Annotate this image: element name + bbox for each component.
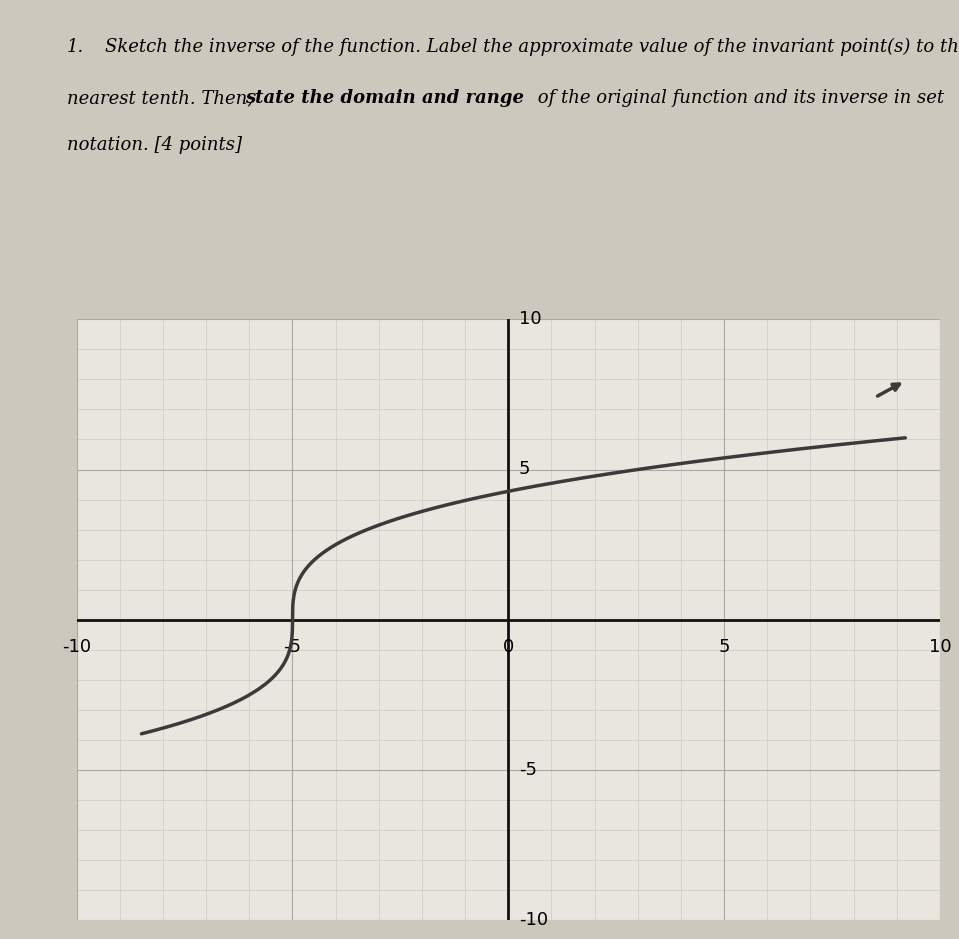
Text: 5: 5 — [519, 460, 530, 479]
Text: -5: -5 — [519, 761, 537, 779]
Text: of the original function and its inverse in set: of the original function and its inverse… — [532, 89, 945, 107]
Text: nearest tenth. Then,: nearest tenth. Then, — [67, 89, 259, 107]
Text: -10: -10 — [62, 638, 91, 655]
Text: -10: -10 — [519, 911, 549, 930]
Text: state the domain and range: state the domain and range — [245, 89, 524, 107]
Text: Sketch the inverse of the function. Label the approximate value of the invariant: Sketch the inverse of the function. Labe… — [105, 38, 959, 55]
Text: 10: 10 — [519, 310, 542, 329]
Text: 10: 10 — [928, 638, 951, 655]
Text: -5: -5 — [284, 638, 301, 655]
Text: 1.: 1. — [67, 38, 84, 55]
Text: 0: 0 — [503, 638, 514, 655]
Text: notation. [4 points]: notation. [4 points] — [67, 136, 242, 154]
Text: 5: 5 — [718, 638, 730, 655]
